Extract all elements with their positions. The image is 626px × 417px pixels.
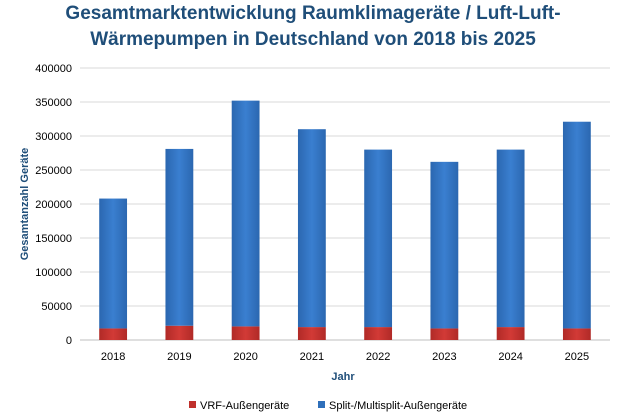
y-axis-title: Gesamtanzahl Geräte (19, 148, 31, 261)
y-tick-label: 250000 (35, 165, 72, 177)
x-tick-label: 2018 (101, 351, 125, 363)
bar-split-2019 (165, 148, 194, 326)
legend-swatch-vrf (189, 401, 196, 408)
legend-label-vrf: VRF-Außengeräte (200, 400, 289, 412)
legend-swatch-split (318, 401, 325, 408)
x-tick-label: 2024 (498, 351, 522, 363)
bar-vrf-2022 (364, 327, 393, 340)
chart-title-line-2: Wärmepumpen in Deutschland von 2018 bis … (90, 29, 536, 50)
y-tick-label: 0 (66, 335, 72, 347)
x-axis-ticks: 2018 2019 2020 2021 2022 2023 2024 2025 (101, 351, 589, 363)
y-tick-label: 350000 (35, 97, 72, 109)
y-tick-label: 400000 (35, 63, 72, 75)
x-tick-label: 2022 (366, 351, 390, 363)
chart-title-line-1: Gesamtmarktentwicklung Raumklimageräte /… (65, 3, 560, 24)
bar-split-2018 (99, 198, 128, 329)
y-tick-label: 150000 (35, 233, 72, 245)
x-tick-label: 2020 (233, 351, 257, 363)
x-axis-title: Jahr (331, 371, 355, 383)
bar-split-2025 (562, 121, 591, 329)
bar-vrf-2025 (562, 328, 591, 340)
y-tick-label: 50000 (41, 301, 72, 313)
bar-split-2023 (430, 161, 459, 329)
x-tick-label: 2025 (565, 351, 589, 363)
bar-vrf-2023 (430, 328, 459, 340)
bar-vrf-2021 (297, 327, 326, 340)
bar-split-2024 (496, 149, 525, 328)
bar-split-2020 (231, 100, 260, 327)
legend-label-split: Split-/Multisplit-Außengeräte (329, 400, 467, 412)
legend: VRF-Außengeräte Split-/Multisplit-Außenge… (189, 400, 467, 412)
bar-split-2021 (297, 129, 326, 328)
bars (99, 100, 591, 340)
y-tick-label: 100000 (35, 267, 72, 279)
y-axis-ticks: 0 50000 100000 150000 200000 250000 300000 3500… (35, 63, 72, 347)
bar-vrf-2020 (231, 326, 260, 340)
x-tick-label: 2023 (432, 351, 456, 363)
bar-split-2022 (364, 149, 393, 328)
bar-vrf-2019 (165, 325, 194, 340)
gridlines (80, 67, 610, 341)
y-tick-label: 200000 (35, 199, 72, 211)
x-tick-label: 2021 (300, 351, 324, 363)
x-tick-label: 2019 (167, 351, 191, 363)
bar-vrf-2018 (99, 328, 128, 340)
y-tick-label: 300000 (35, 131, 72, 143)
bar-vrf-2024 (496, 327, 525, 340)
